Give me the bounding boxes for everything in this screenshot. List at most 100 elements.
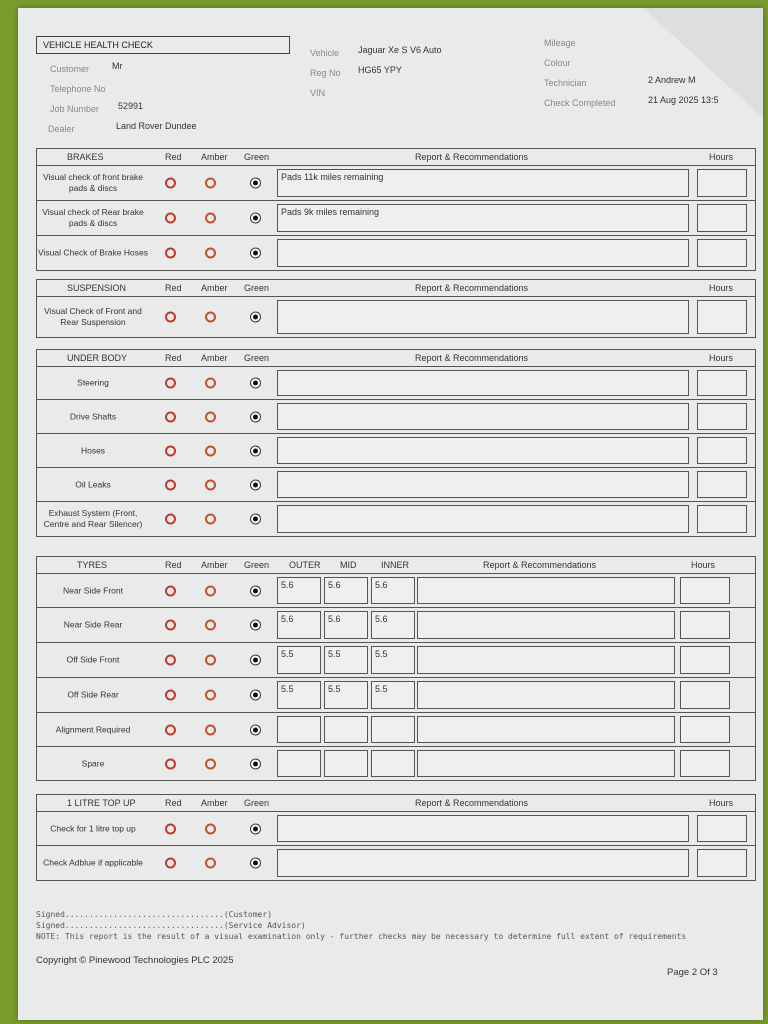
hours-field[interactable] [697, 849, 747, 877]
amber-radio[interactable] [205, 619, 216, 631]
report-field[interactable]: Pads 11k miles remaining [277, 169, 689, 197]
green-radio[interactable] [250, 619, 261, 631]
amber-radio[interactable] [205, 247, 216, 259]
amber-radio[interactable] [205, 411, 216, 422]
amber-radio[interactable] [205, 689, 216, 701]
red-radio[interactable] [165, 247, 176, 259]
report-field[interactable] [417, 681, 675, 709]
hours-field[interactable] [697, 239, 747, 267]
amber-radio[interactable] [205, 377, 216, 389]
report-field[interactable] [417, 611, 675, 639]
mid-tread-field[interactable] [324, 750, 368, 777]
green-radio[interactable] [250, 411, 261, 422]
report-field[interactable] [277, 471, 689, 498]
green-radio[interactable] [250, 654, 261, 666]
inner-tread-field[interactable]: 5.5 [371, 646, 415, 674]
mid-tread-field[interactable]: 5.6 [324, 577, 368, 604]
outer-tread-field[interactable] [277, 750, 321, 777]
hours-field[interactable] [680, 750, 730, 777]
green-radio[interactable] [250, 689, 261, 701]
amber-radio[interactable] [205, 857, 216, 869]
inner-tread-field[interactable] [371, 716, 415, 743]
red-radio[interactable] [165, 857, 176, 869]
green-radio[interactable] [250, 247, 261, 259]
report-field[interactable] [277, 505, 689, 533]
report-field[interactable] [277, 849, 689, 877]
red-radio[interactable] [165, 513, 176, 525]
red-radio[interactable] [165, 177, 176, 189]
red-radio[interactable] [165, 585, 176, 596]
hours-field[interactable] [697, 505, 747, 533]
report-field[interactable] [277, 403, 689, 430]
green-radio[interactable] [250, 724, 261, 735]
amber-radio[interactable] [205, 585, 216, 596]
red-radio[interactable] [165, 411, 176, 422]
outer-tread-field[interactable]: 5.6 [277, 611, 321, 639]
red-radio[interactable] [165, 479, 176, 490]
hours-field[interactable] [697, 403, 747, 430]
report-field[interactable] [277, 239, 689, 267]
green-radio[interactable] [250, 212, 261, 224]
amber-radio[interactable] [205, 513, 216, 525]
green-radio[interactable] [250, 177, 261, 189]
outer-tread-field[interactable]: 5.5 [277, 646, 321, 674]
report-field[interactable] [277, 300, 689, 334]
mid-tread-field[interactable]: 5.5 [324, 646, 368, 674]
hours-field[interactable] [680, 611, 730, 639]
report-field[interactable] [277, 815, 689, 842]
hours-field[interactable] [680, 716, 730, 743]
outer-tread-field[interactable]: 5.5 [277, 681, 321, 709]
hours-field[interactable] [697, 169, 747, 197]
red-radio[interactable] [165, 654, 176, 666]
amber-radio[interactable] [205, 177, 216, 189]
amber-radio[interactable] [205, 445, 216, 456]
hours-field[interactable] [697, 370, 747, 396]
report-field[interactable] [417, 646, 675, 674]
amber-radio[interactable] [205, 311, 216, 323]
hours-field[interactable] [680, 681, 730, 709]
hours-field[interactable] [697, 815, 747, 842]
red-radio[interactable] [165, 758, 176, 769]
report-field[interactable] [417, 750, 675, 777]
report-field[interactable] [277, 437, 689, 464]
green-radio[interactable] [250, 758, 261, 769]
red-radio[interactable] [165, 445, 176, 456]
green-radio[interactable] [250, 479, 261, 490]
amber-radio[interactable] [205, 758, 216, 769]
hours-field[interactable] [697, 471, 747, 498]
hours-field[interactable] [697, 204, 747, 232]
amber-radio[interactable] [205, 479, 216, 490]
inner-tread-field[interactable] [371, 750, 415, 777]
green-radio[interactable] [250, 377, 261, 389]
amber-radio[interactable] [205, 724, 216, 735]
inner-tread-field[interactable]: 5.6 [371, 577, 415, 604]
green-radio[interactable] [250, 513, 261, 525]
report-field[interactable] [417, 716, 675, 743]
report-field[interactable]: Pads 9k miles remaining [277, 204, 689, 232]
red-radio[interactable] [165, 689, 176, 701]
green-radio[interactable] [250, 585, 261, 596]
hours-field[interactable] [697, 437, 747, 464]
amber-radio[interactable] [205, 212, 216, 224]
hours-field[interactable] [680, 646, 730, 674]
mid-tread-field[interactable]: 5.6 [324, 611, 368, 639]
inner-tread-field[interactable]: 5.6 [371, 611, 415, 639]
report-field[interactable] [277, 370, 689, 396]
green-radio[interactable] [250, 857, 261, 869]
inner-tread-field[interactable]: 5.5 [371, 681, 415, 709]
red-radio[interactable] [165, 212, 176, 224]
hours-field[interactable] [680, 577, 730, 604]
outer-tread-field[interactable] [277, 716, 321, 743]
red-radio[interactable] [165, 311, 176, 323]
report-field[interactable] [417, 577, 675, 604]
red-radio[interactable] [165, 377, 176, 389]
red-radio[interactable] [165, 724, 176, 735]
outer-tread-field[interactable]: 5.6 [277, 577, 321, 604]
red-radio[interactable] [165, 619, 176, 631]
amber-radio[interactable] [205, 654, 216, 666]
green-radio[interactable] [250, 445, 261, 456]
amber-radio[interactable] [205, 823, 216, 834]
red-radio[interactable] [165, 823, 176, 834]
mid-tread-field[interactable] [324, 716, 368, 743]
green-radio[interactable] [250, 311, 261, 323]
